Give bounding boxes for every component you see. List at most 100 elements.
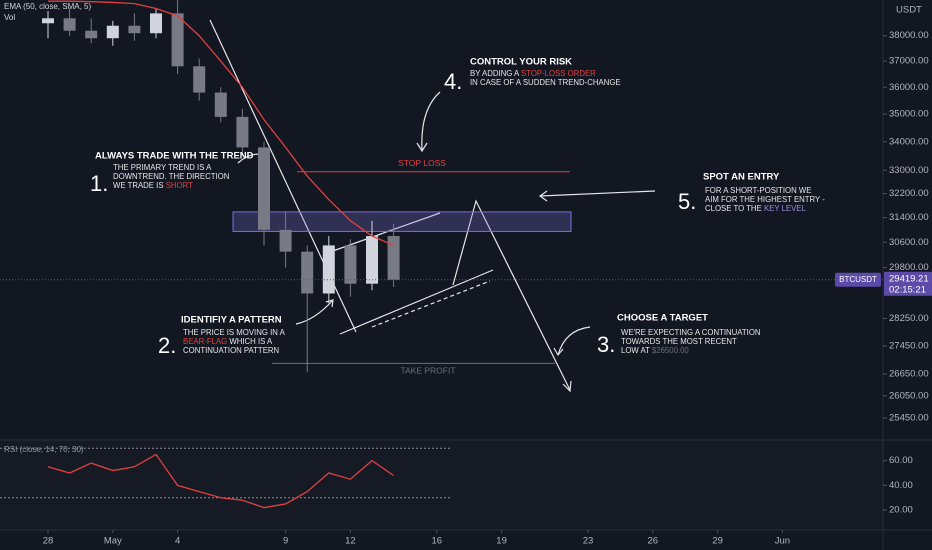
annotation-text: THE PRIMARY TREND IS A <box>113 163 212 172</box>
x-tick-label: 23 <box>583 536 594 547</box>
y-tick-label: 38000.00 <box>889 30 929 41</box>
countdown: 02:15:21 <box>889 284 926 295</box>
highlight: STOP-LOSS ORDER <box>521 69 596 78</box>
annotation-text: WHICH IS A <box>227 337 273 346</box>
candle-body <box>193 66 206 93</box>
x-tick-label: Jun <box>775 536 790 547</box>
y-tick-label: 26050.00 <box>889 390 929 401</box>
arrow-3-head <box>553 347 564 357</box>
annotation-title: IDENTIFIY A PATTERN <box>181 315 282 326</box>
candle-body <box>236 116 249 148</box>
annotation-line: DOWNTREND. THE DIRECTION <box>113 172 229 181</box>
key-level <box>232 211 572 232</box>
symbol-tag <box>835 272 881 287</box>
candle-body <box>63 18 76 31</box>
x-tick-label: 9 <box>283 536 288 547</box>
annotation-line: CONTINUATION PATTERN <box>183 346 279 355</box>
annotation-text: WE'RE EXPECTING A CONTINUATION <box>621 328 761 337</box>
candle-body <box>150 13 162 34</box>
x-tick-label: 4 <box>175 536 180 547</box>
y-tick-label: 33000.00 <box>889 165 929 176</box>
candle-body <box>387 236 400 280</box>
annotation-line: TOWARDS THE MOST RECENT <box>621 337 737 346</box>
y-tick-label: 27450.00 <box>889 340 929 351</box>
y-tick-label: 30600.00 <box>889 237 929 248</box>
y-tick-label: 31400.00 <box>889 212 929 223</box>
take-profit-label: TAKE PROFIT <box>400 366 455 376</box>
annotation-text: WE TRADE IS <box>113 181 166 190</box>
candle-body <box>344 245 357 284</box>
y-tick-label: 26650.00 <box>889 369 929 380</box>
arrow-5 <box>539 190 656 197</box>
annotation-line: BY ADDING A STOP-LOSS ORDER <box>470 69 596 78</box>
annotation-title: ALWAYS TRADE WITH THE TREND <box>95 151 254 162</box>
arrow-5-head <box>538 190 548 202</box>
candle-body <box>279 229 292 252</box>
annotation-text: DOWNTREND. THE DIRECTION <box>113 172 229 181</box>
x-tick-label: 28 <box>43 536 54 547</box>
highlight: KEY LEVEL <box>764 204 807 213</box>
y-tick-label: 25450.00 <box>889 413 929 424</box>
annotation-text: CONTINUATION PATTERN <box>183 346 279 355</box>
arrow-2 <box>295 299 334 325</box>
candle-body <box>128 25 141 34</box>
flag-dashed <box>371 280 491 328</box>
y-tick-label: 29800.00 <box>889 262 929 273</box>
annotation-line: LOW AT $26500.00 <box>621 346 689 355</box>
annotation-number: 1. <box>90 171 108 196</box>
price-tag-label: 29419.21 <box>889 273 929 284</box>
symbol-tag-label: BTCUSDT <box>839 275 877 284</box>
y-tick-label: 37000.00 <box>889 56 929 67</box>
candle-body <box>85 30 98 39</box>
annotation-text: FOR A SHORT-POSITION WE <box>705 186 811 195</box>
y-tick-label: 28250.00 <box>889 313 929 324</box>
flag-lower <box>339 269 494 335</box>
annotation-line: BEAR-FLAG WHICH IS A <box>183 337 273 346</box>
arrow-3 <box>557 326 591 356</box>
arrow-4-head <box>416 142 428 153</box>
candle-body <box>171 13 184 67</box>
candle-body <box>366 236 378 284</box>
candle-body <box>42 18 54 24</box>
stop-loss-label: STOP LOSS <box>398 158 446 168</box>
x-tick-label: May <box>104 536 122 547</box>
candle-body <box>258 147 270 230</box>
candle-body <box>214 92 227 117</box>
annotation-number: 2. <box>158 333 176 358</box>
highlight: $26500.00 <box>652 346 690 355</box>
rsi-label: RSI (close, 14, 70, 30) <box>4 445 84 454</box>
annotation-line: FOR A SHORT-POSITION WE <box>705 186 811 195</box>
highlight: BEAR-FLAG <box>183 337 227 346</box>
legend-vol: Vol <box>4 13 15 22</box>
annotation-line: WE'RE EXPECTING A CONTINUATION <box>621 328 761 337</box>
annotation-line: WE TRADE IS SHORT <box>113 181 193 190</box>
x-tick-label: 16 <box>432 536 443 547</box>
annotation-line: CLOSE TO THE KEY LEVEL <box>705 204 807 213</box>
currency: USDT <box>896 5 922 16</box>
projection-head <box>562 380 572 393</box>
annotation-text: AIM FOR THE HIGHEST ENTRY - <box>705 195 825 204</box>
annotation-line: THE PRICE IS MOVING IN A <box>183 328 286 337</box>
rsi-line <box>47 453 394 509</box>
y-tick-label: 32200.00 <box>889 188 929 199</box>
rsi-tick-label: 20.00 <box>889 505 913 516</box>
annotation-text: IN CASE OF A SUDDEN TREND-CHANGE <box>470 78 621 87</box>
annotation-line: THE PRIMARY TREND IS A <box>113 163 212 172</box>
arrow-4 <box>421 91 441 151</box>
annotation-title: SPOT AN ENTRY <box>703 172 780 183</box>
highlight: SHORT <box>166 181 193 190</box>
annotation-number: 5. <box>678 189 696 214</box>
ema-line <box>48 0 394 246</box>
x-tick-label: 29 <box>712 536 723 547</box>
price-tag <box>884 271 932 296</box>
projection <box>452 199 571 391</box>
candle-body <box>106 25 119 39</box>
rsi-tick-label: 60.00 <box>889 455 913 466</box>
annotation-text: TOWARDS THE MOST RECENT <box>621 337 737 346</box>
annotation-text: BY ADDING A <box>470 69 521 78</box>
candle-body <box>301 251 314 294</box>
y-tick-label: 35000.00 <box>889 109 929 120</box>
candle-body <box>322 245 335 294</box>
